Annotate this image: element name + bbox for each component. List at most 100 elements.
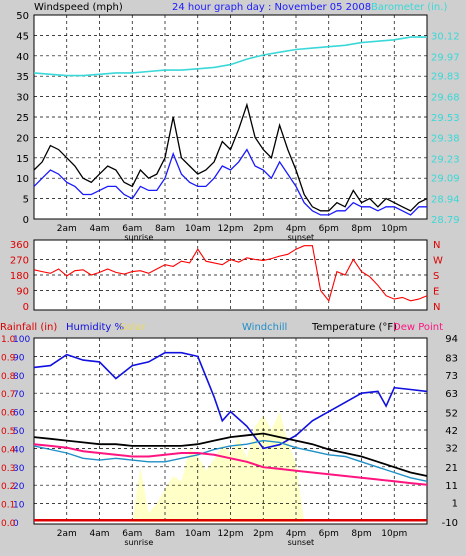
rainfall-tick-label: 0.1 xyxy=(1,501,15,511)
x-tick-label: 2am xyxy=(57,224,77,234)
x-tick-label: 4pm xyxy=(286,224,306,234)
x-tick-label: 12pm xyxy=(218,224,244,234)
x-tick-label: 8am xyxy=(155,529,175,539)
compass-tick-label: W xyxy=(433,256,443,267)
humidity-tick-label: 10 xyxy=(13,501,25,511)
x-tick-label: 6am xyxy=(122,529,142,539)
x-tick-label: 8pm xyxy=(351,529,371,539)
temperature-tick-label: -10 xyxy=(442,518,458,529)
x-tick-label: 6am xyxy=(122,224,142,234)
x-tick-label: 4pm xyxy=(286,529,306,539)
x-tick-label: 12pm xyxy=(218,529,244,539)
temperature-tick-label: 63 xyxy=(445,389,458,400)
x-tick-label: 2pm xyxy=(253,529,273,539)
temperature-tick-label: 83 xyxy=(445,353,458,364)
rainfall-tick-label: 0.4 xyxy=(1,445,16,455)
direction-plot-area xyxy=(33,239,428,311)
humidity-tick-label: 30 xyxy=(13,464,25,474)
barometer-tick-label: 29.68 xyxy=(431,92,460,103)
temperature-tick-label: 52 xyxy=(445,408,458,419)
rainfall-tick-label: 0.8 xyxy=(1,372,16,382)
x-tick-label: 8am xyxy=(155,224,175,234)
x-tick-label: 4am xyxy=(89,529,109,539)
x-tick-label: 8pm xyxy=(351,224,371,234)
compass-tick-label: N xyxy=(433,240,440,251)
sunrise-label: sunrise xyxy=(124,233,153,242)
temperature-tick-label: 11 xyxy=(445,481,458,492)
rainfall-tick-label: 0.7 xyxy=(1,390,15,400)
windchill-line xyxy=(33,439,428,482)
humidity-tick-label: 40 xyxy=(13,445,25,455)
humidity-tick-label: 0 xyxy=(13,519,19,529)
humidity-tick-label: 70 xyxy=(13,390,25,400)
wind-direction-line xyxy=(33,245,428,302)
y-tick-label: 30 xyxy=(16,93,29,104)
y-tick-label: 15 xyxy=(16,154,29,165)
humidity-line xyxy=(33,351,428,450)
barometer-axis-label: Barometer (in.) xyxy=(371,2,447,13)
solar-label: Solar xyxy=(120,322,146,333)
humidity-tick-label: 80 xyxy=(13,372,25,382)
rainfall-axis-label: Rainfall (in) xyxy=(0,322,57,333)
wind-average-line xyxy=(33,148,427,216)
rainfall-tick-label: 0.2 xyxy=(1,482,15,492)
y-tick-label: 0 xyxy=(23,215,29,226)
temperature-tick-label: 32 xyxy=(445,444,458,455)
barometer-tick-label: 28.79 xyxy=(431,215,460,226)
direction-tick-label: 90 xyxy=(16,287,29,298)
barometer-tick-label: 29.97 xyxy=(431,52,460,63)
compass-tick-label: E xyxy=(433,287,439,298)
x-tick-label: 2pm xyxy=(253,224,273,234)
y-tick-label: 40 xyxy=(16,52,29,63)
direction-panel: 0 N 90 W 180 S 270 E 360 N xyxy=(10,240,443,313)
sunset-label: sunset xyxy=(288,538,315,547)
humidity-axis-label: Humidity % xyxy=(66,322,124,333)
y-tick-label: 5 xyxy=(23,195,29,206)
rainfall-tick-label: 0.3 xyxy=(1,464,15,474)
direction-tick-label: 0 xyxy=(23,302,29,313)
x-tick-label: 10am xyxy=(185,529,211,539)
sunrise-label: sunrise xyxy=(124,538,153,547)
rainfall-tick-label: 0.9 xyxy=(1,353,16,363)
y-tick-label: 10 xyxy=(16,174,29,185)
rainfall-tick-label: 0.6 xyxy=(1,409,16,419)
y-tick-label: 50 xyxy=(16,11,29,22)
barometer-line xyxy=(33,36,427,77)
x-tick-label: 10am xyxy=(185,224,211,234)
windchill-axis-label: Windchill xyxy=(242,322,287,333)
direction-tick-label: 180 xyxy=(10,271,29,282)
rainfall-tick-label: 1.0 xyxy=(1,335,16,345)
direction-tick-label: 360 xyxy=(10,240,29,251)
humidity-tick-label: 90 xyxy=(13,353,25,363)
temperature-axis-label: Temperature (°F) xyxy=(311,322,397,333)
barometer-tick-label: 29.23 xyxy=(431,154,460,165)
temperature-tick-label: 21 xyxy=(445,463,458,474)
x-tick-label: 6pm xyxy=(319,224,339,234)
barometer-tick-label: 29.09 xyxy=(431,174,460,185)
windspeed-axis-label: Windspeed (mph) xyxy=(34,2,123,13)
x-tick-label: 10pm xyxy=(381,529,407,539)
direction-tick-label: 270 xyxy=(10,256,29,267)
wind-gust-line xyxy=(33,102,428,212)
sunset-label: sunset xyxy=(288,233,315,242)
humidity-tick-label: 50 xyxy=(13,427,25,437)
y-tick-label: 25 xyxy=(16,113,29,124)
dewpoint-axis-label: Dew Point xyxy=(393,322,443,333)
barometer-tick-label: 28.94 xyxy=(431,194,460,205)
compass-tick-label: N xyxy=(433,302,440,313)
weather-panel: 00.0 100.1 200.2 300.3 400.4 500.5 600.6 700.7 8… xyxy=(1,334,458,547)
temperature-tick-label: 1 xyxy=(452,499,458,510)
temperature-line xyxy=(33,432,428,477)
rainfall-tick-label: 0.0 xyxy=(1,519,16,529)
barometer-tick-label: 29.83 xyxy=(431,72,460,83)
humidity-tick-label: 20 xyxy=(13,482,25,492)
graph-title: 24 hour graph day : November 05 2008 xyxy=(172,2,371,13)
wind-panel: 0 5 10 15 20 25 30 35 40 45 50 28.79 28.94 29.09 29.23… xyxy=(16,11,459,242)
x-tick-label: 4am xyxy=(89,224,109,234)
x-tick-label: 2am xyxy=(57,529,77,539)
barometer-tick-label: 29.53 xyxy=(431,113,460,124)
temperature-tick-label: 94 xyxy=(445,334,458,345)
humidity-tick-label: 100 xyxy=(13,335,30,345)
barometer-tick-label: 30.12 xyxy=(431,32,460,43)
